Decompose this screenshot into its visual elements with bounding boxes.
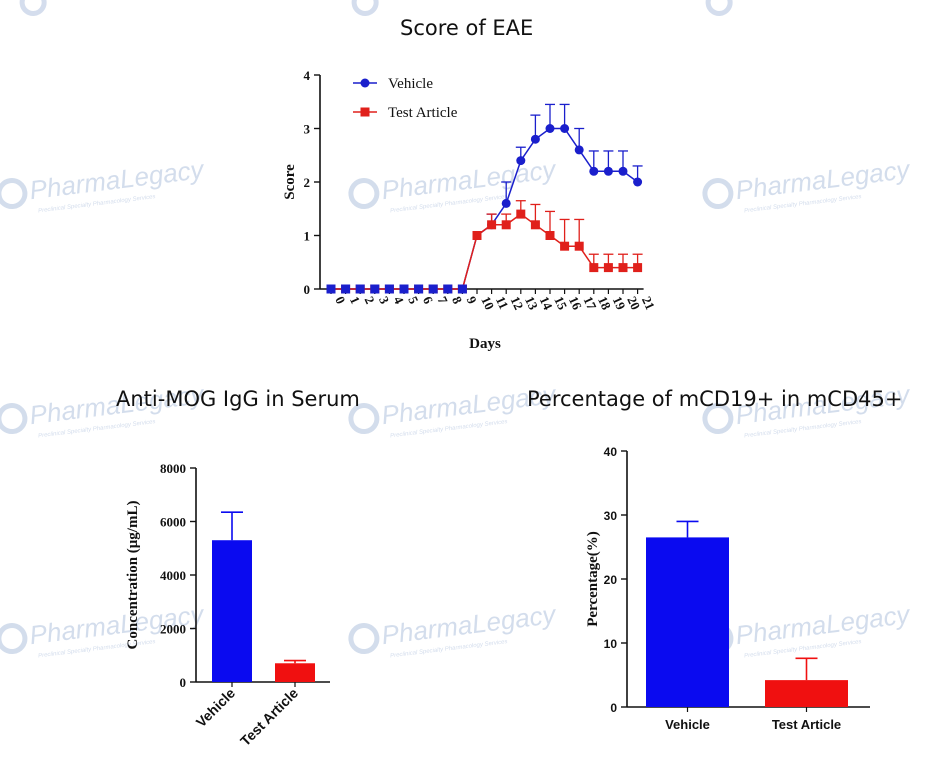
eae-0-point-baseline	[326, 284, 336, 294]
watermark-logo-icon	[348, 178, 380, 210]
mog-y-tick-label: 8000	[160, 461, 186, 476]
eae-chart-title: Score of EAE	[400, 16, 534, 40]
eae-1-point	[574, 241, 584, 251]
watermark-logo-icon	[0, 178, 28, 210]
cd19-y-tick-label: 0	[610, 701, 617, 715]
mog-y-tick-label: 6000	[160, 515, 186, 530]
eae-legend-marker-0	[360, 78, 370, 88]
eae-x-tick-label: 19	[610, 294, 629, 313]
eae-x-tick-label: 10	[478, 294, 497, 312]
eae-y-axis-label: Score	[282, 164, 298, 200]
eae-1-point	[560, 241, 570, 251]
eae-0-point-baseline	[457, 284, 467, 294]
watermark-logo-icon	[0, 403, 28, 435]
eae-0-point	[501, 198, 511, 208]
eae-x-tick-label: 21	[639, 294, 658, 312]
watermark-logo-icon	[19, 0, 47, 16]
eae-legend-label-1: Test Article	[388, 105, 458, 121]
mog-y-tick-label: 4000	[160, 568, 186, 583]
eae-legend-label-0: Vehicle	[388, 76, 433, 92]
eae-1-point	[501, 220, 511, 230]
watermark	[19, 0, 47, 16]
eae-y-tick-label: 0	[304, 282, 311, 297]
eae-0-point	[530, 134, 540, 144]
eae-0-point-baseline	[428, 284, 438, 294]
eae-0-point-baseline	[370, 284, 380, 294]
eae-x-tick-label: 17	[580, 294, 599, 313]
eae-0-point-baseline	[355, 284, 365, 294]
eae-0-point	[589, 166, 599, 176]
cd19-y-tick-label: 30	[604, 509, 618, 523]
eae-1-point	[530, 220, 540, 230]
eae-x-tick-label: 15	[551, 294, 570, 313]
eae-y-tick-label: 1	[304, 229, 311, 244]
cd19-bar	[646, 537, 729, 707]
eae-1-point	[589, 263, 599, 273]
eae-x-tick-label: 16	[566, 294, 585, 313]
eae-0-point	[516, 156, 526, 166]
eae-x-tick-label: 11	[493, 294, 512, 311]
cd19-y-axis-label: Percentage(%)	[585, 531, 601, 627]
eae-0-point	[574, 145, 584, 155]
eae-0-point-baseline	[443, 284, 453, 294]
cd19-y-tick-label: 20	[604, 573, 618, 587]
eae-0-point	[618, 166, 628, 176]
watermark-logo-icon	[702, 403, 734, 435]
eae-0-point-baseline	[414, 284, 424, 294]
watermark-logo-icon	[348, 623, 380, 655]
eae-1-point	[618, 263, 628, 273]
mog-y-axis-label: Concentration (μg/mL)	[125, 501, 141, 650]
mog-bar	[212, 540, 252, 682]
eae-1-point	[545, 231, 555, 240]
eae-1-point	[516, 209, 526, 219]
eae-0-point-baseline	[341, 284, 351, 294]
eae-x-tick-label: 14	[537, 294, 556, 313]
watermark-logo-icon	[351, 0, 379, 16]
eae-legend-marker-1	[360, 107, 370, 117]
eae-0-point	[545, 124, 555, 133]
mog-chart-title: Anti-MOG IgG in Serum	[116, 387, 360, 411]
mog-y-tick-label: 0	[180, 675, 187, 690]
watermark	[705, 0, 733, 16]
cd19-bar	[765, 680, 848, 707]
eae-x-tick-label: 13	[522, 294, 541, 313]
eae-0-point-baseline	[384, 284, 394, 294]
cd19-y-tick-label: 10	[604, 637, 618, 651]
cd19-chart-title: Percentage of mCD19+ in mCD45+	[527, 387, 903, 411]
cd19-category-label: Vehicle	[665, 717, 710, 732]
mog-bar	[275, 663, 315, 682]
eae-1-point	[472, 231, 482, 240]
eae-y-tick-label: 2	[304, 175, 311, 190]
eae-y-tick-label: 4	[304, 68, 311, 83]
eae-1-point	[487, 220, 497, 230]
eae-x-tick-label: 20	[624, 294, 643, 312]
watermark-logo-icon	[348, 403, 380, 435]
eae-0-point	[603, 166, 613, 176]
eae-x-tick-label: 18	[595, 294, 614, 313]
eae-1-point	[633, 263, 643, 273]
watermark-logo-icon	[702, 178, 734, 210]
eae-series-line-1	[331, 213, 638, 290]
eae-y-tick-label: 3	[304, 122, 311, 137]
cd19-category-label: Test Article	[772, 717, 841, 732]
eae-x-tick-label: 12	[507, 294, 526, 312]
eae-1-point	[603, 263, 613, 273]
watermark-logo-icon	[705, 0, 733, 16]
mog-y-tick-label: 2000	[160, 622, 186, 637]
eae-0-point	[633, 177, 643, 187]
watermark	[351, 0, 379, 16]
eae-x-axis-label: Days	[469, 336, 501, 352]
cd19-y-tick-label: 40	[604, 445, 618, 459]
eae-0-point-baseline	[399, 284, 409, 294]
eae-0-point	[560, 124, 570, 133]
watermark-logo-icon	[0, 623, 28, 655]
